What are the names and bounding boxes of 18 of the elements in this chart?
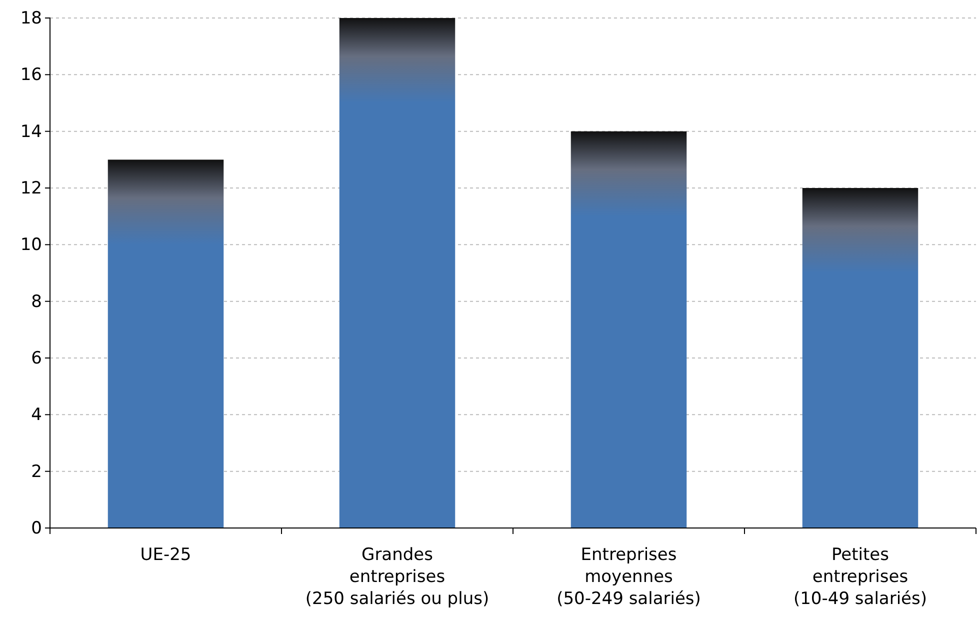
x-tick-label: Grandes entreprises (250 salariés ou plus) <box>305 545 490 609</box>
y-tick-label: 8 <box>31 292 42 312</box>
bar <box>108 160 224 528</box>
y-tick-label: 18 <box>20 8 42 28</box>
bar <box>339 18 456 528</box>
y-tick-label: 14 <box>20 122 42 142</box>
bar <box>570 131 687 528</box>
y-tick-label: 12 <box>20 178 42 198</box>
x-tick-label: Petites entreprises (10-49 salariés) <box>793 545 928 609</box>
y-tick-label: 16 <box>20 65 42 86</box>
y-tick-label: 4 <box>31 405 42 426</box>
bar <box>802 188 918 528</box>
x-tick-label: UE-25 <box>140 545 192 565</box>
y-tick-label: 0 <box>31 518 42 538</box>
x-tick-label: Entreprises moyennes (50-249 salariés) <box>556 545 701 609</box>
y-tick-label: 10 <box>20 235 42 256</box>
y-tick-label: 6 <box>31 348 42 368</box>
y-tick-label: 2 <box>31 462 42 482</box>
